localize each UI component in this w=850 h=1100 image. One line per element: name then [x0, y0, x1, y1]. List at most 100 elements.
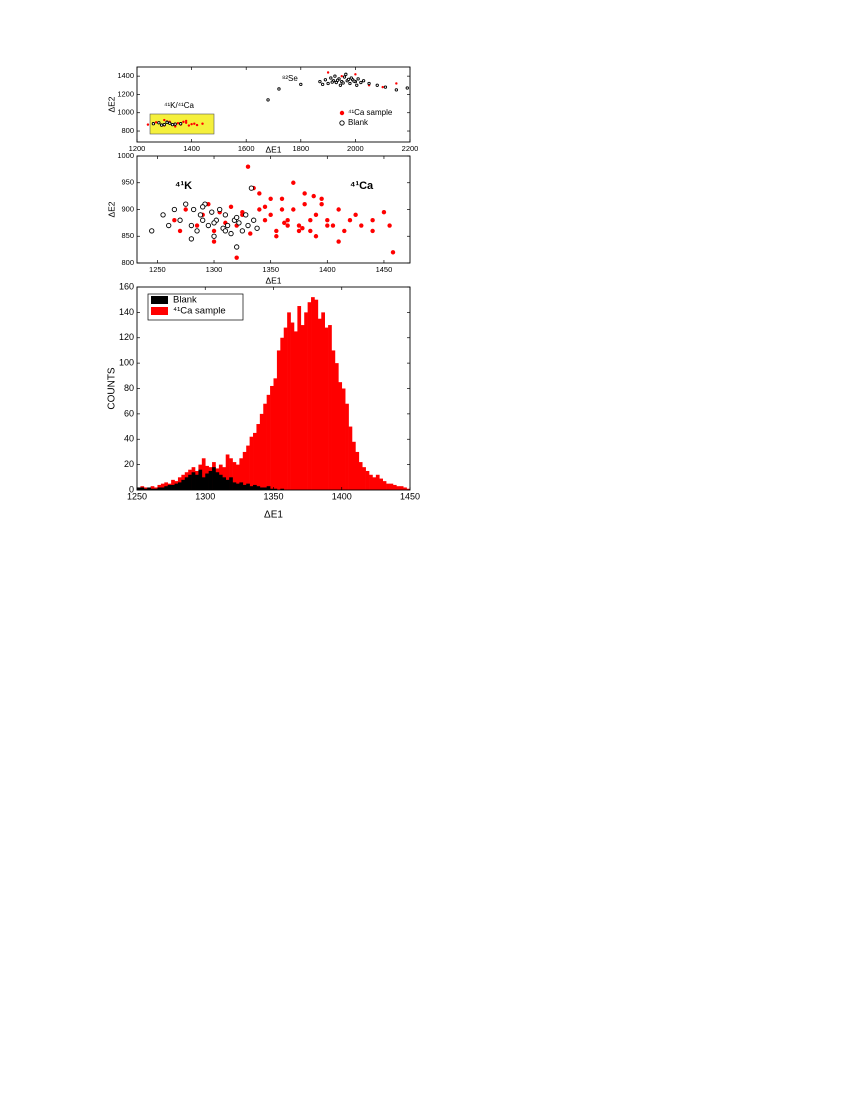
bar — [164, 486, 169, 490]
y-tick-label: 850 — [121, 231, 134, 240]
bar — [215, 472, 220, 490]
marker — [245, 164, 251, 169]
marker — [200, 204, 206, 210]
marker — [184, 121, 188, 124]
marker — [291, 207, 296, 212]
marker — [285, 223, 290, 228]
bar — [147, 487, 151, 490]
x-tick-label: 1400 — [319, 265, 336, 274]
y-tick-label: 60 — [124, 408, 134, 418]
bar — [253, 484, 257, 490]
marker — [222, 228, 229, 234]
bar — [140, 487, 145, 490]
marker — [326, 81, 330, 86]
bar — [369, 474, 373, 490]
marker — [405, 86, 409, 90]
bar — [235, 483, 240, 490]
bar — [246, 445, 250, 490]
marker — [330, 223, 336, 228]
x-axis-label: ΔE1 — [265, 275, 281, 285]
marker — [318, 79, 322, 84]
marker — [268, 196, 273, 201]
marker — [187, 124, 191, 127]
marker — [228, 230, 234, 237]
bar — [345, 403, 349, 490]
marker — [228, 204, 234, 210]
marker — [149, 228, 155, 234]
marker — [326, 71, 330, 74]
bar — [317, 318, 322, 490]
bar — [355, 451, 360, 490]
marker — [254, 225, 260, 231]
bar — [280, 337, 285, 490]
bar — [212, 467, 216, 490]
marker — [279, 196, 285, 201]
bar — [365, 470, 370, 490]
bar — [239, 482, 244, 490]
marker — [194, 223, 200, 228]
marker — [279, 207, 285, 212]
x-tick-label: 1450 — [376, 265, 393, 274]
marker — [296, 223, 302, 228]
marker — [299, 82, 303, 87]
marker — [251, 217, 257, 223]
marker — [190, 122, 193, 126]
y-tick-label: 1200 — [117, 89, 134, 98]
bar — [290, 322, 295, 490]
marker — [302, 201, 307, 207]
marker — [177, 228, 183, 234]
marker — [262, 204, 268, 210]
marker — [170, 122, 175, 127]
marker — [200, 217, 206, 223]
bar — [273, 488, 278, 490]
x-tick-label: 2200 — [402, 144, 419, 153]
marker — [339, 120, 345, 126]
bar — [188, 474, 192, 490]
marker — [157, 121, 161, 125]
x-tick-label: 1300 — [195, 491, 215, 501]
plot — [137, 297, 410, 490]
marker — [323, 78, 328, 82]
marker — [375, 83, 379, 87]
marker — [277, 87, 281, 91]
y-tick-label: 40 — [124, 434, 134, 444]
x-tick-label: 2000 — [347, 144, 364, 153]
marker — [195, 123, 199, 127]
bar — [171, 484, 175, 490]
legend-label: ⁴¹Ca sample — [173, 306, 226, 317]
bar — [239, 458, 244, 490]
marker — [311, 193, 316, 199]
bar — [259, 487, 264, 490]
marker — [274, 228, 279, 234]
marker — [162, 122, 166, 127]
bar — [311, 297, 315, 490]
bar — [137, 487, 141, 490]
bar — [160, 487, 165, 490]
marker — [390, 250, 396, 255]
marker — [336, 78, 340, 82]
marker — [336, 239, 341, 244]
marker — [341, 81, 345, 85]
y-tick-label: 800 — [121, 126, 134, 135]
plot-frame — [136, 66, 411, 143]
x-tick-label: 1400 — [183, 144, 200, 153]
y-tick-label: 100 — [119, 358, 134, 368]
bar — [160, 483, 165, 490]
marker — [268, 212, 273, 218]
marker — [300, 226, 305, 231]
marker — [395, 82, 398, 85]
marker — [333, 74, 337, 78]
marker — [217, 206, 223, 213]
marker — [355, 83, 359, 87]
bar — [396, 486, 401, 490]
marker — [353, 212, 358, 218]
annotation: ⁴¹Ca — [350, 180, 374, 192]
marker — [354, 73, 357, 76]
marker — [342, 228, 347, 234]
marker — [346, 77, 351, 81]
marker — [248, 231, 253, 236]
marker — [234, 214, 240, 221]
marker — [336, 207, 341, 212]
